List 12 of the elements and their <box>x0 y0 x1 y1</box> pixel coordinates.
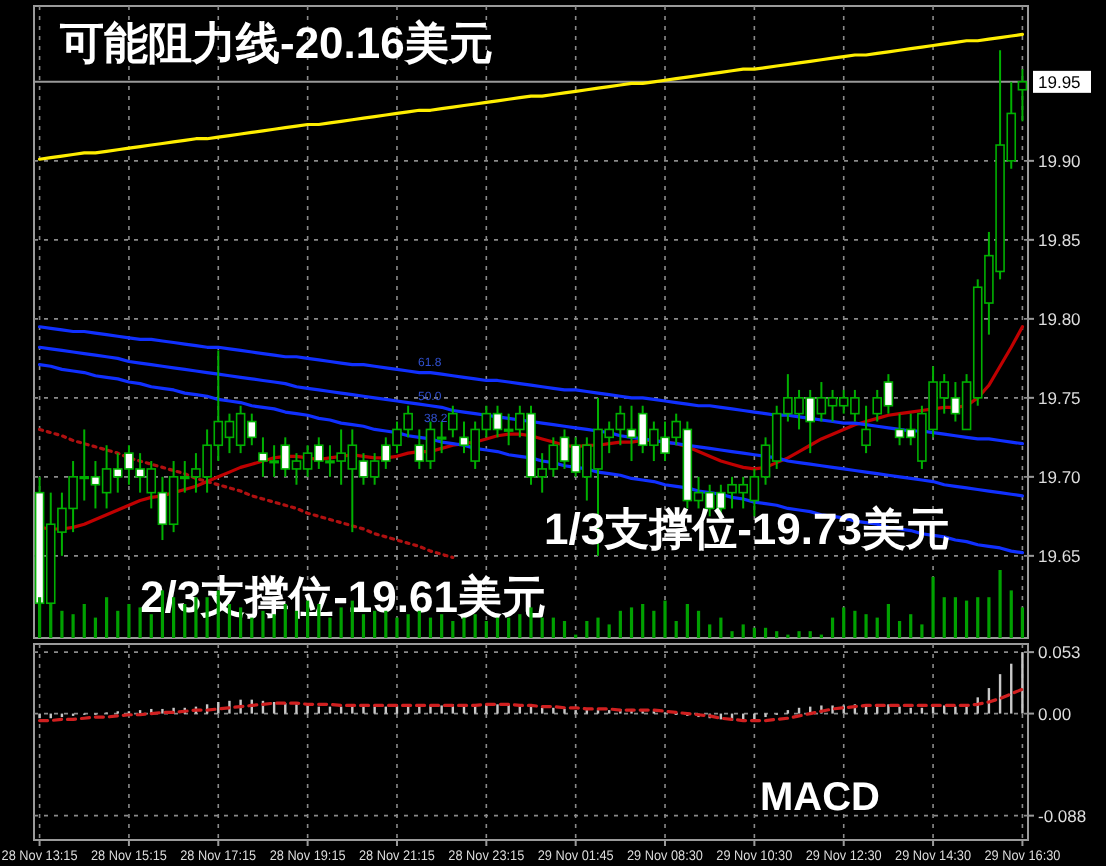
y-tick-label: 19.80 <box>1038 308 1082 329</box>
y-tick-label: 0.00 <box>1038 703 1072 724</box>
y-tick-label: 19.65 <box>1038 545 1082 566</box>
y-tick-label: 19.70 <box>1038 466 1082 487</box>
y-tick-label: 0.053 <box>1038 642 1082 663</box>
ref-line-label: 19.95 <box>1038 71 1082 92</box>
annotation: 可能阻力线-20.16美元 <box>58 18 493 68</box>
y-tick-label: 19.90 <box>1038 150 1082 171</box>
y-tick-label: 19.85 <box>1038 229 1082 250</box>
y-tick-label: 19.75 <box>1038 387 1082 408</box>
y-tick-label: -0.088 <box>1038 805 1087 826</box>
text: MACD <box>760 776 880 820</box>
